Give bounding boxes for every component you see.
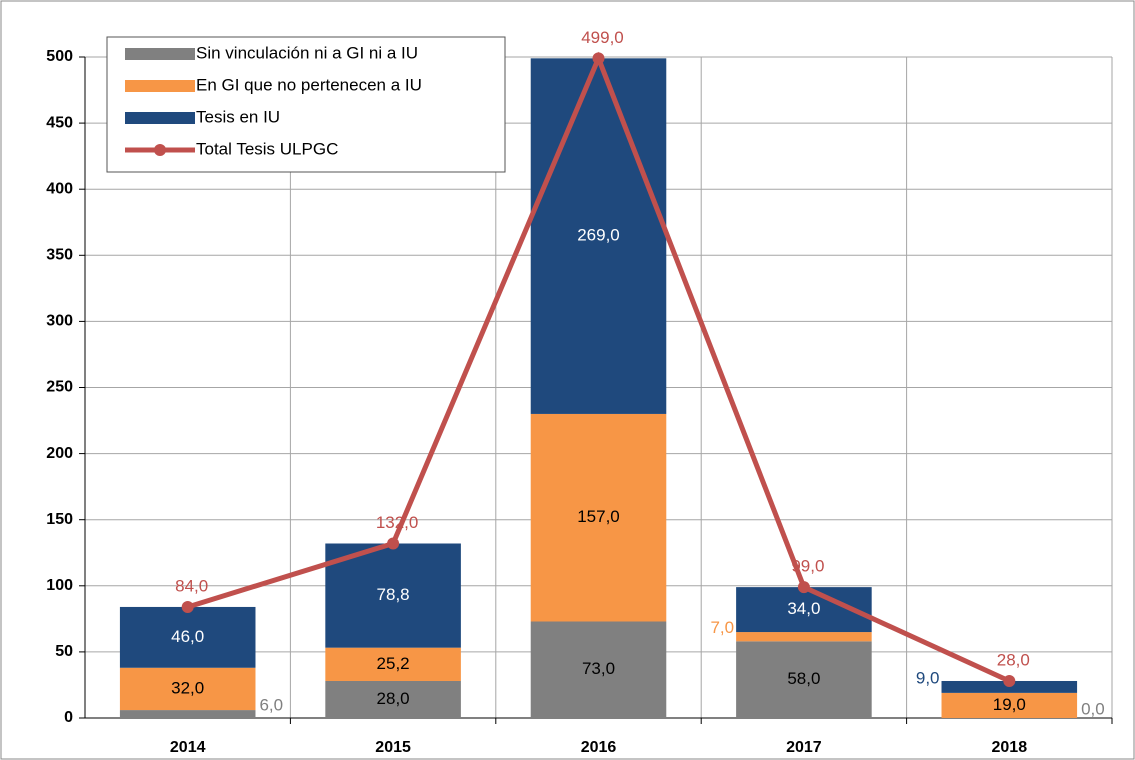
legend-label: Total Tesis ULPGC [196, 139, 338, 158]
data-label: 32,0 [171, 678, 204, 697]
line-marker [181, 600, 194, 613]
bar-segment [325, 543, 461, 648]
data-label: 73,0 [582, 659, 615, 678]
line-marker [1003, 674, 1016, 687]
data-label: 84,0 [175, 576, 208, 595]
bar-segment [530, 621, 667, 718]
data-label: 6,0 [259, 696, 283, 715]
x-tick-label: 2016 [581, 739, 617, 756]
legend-swatch [125, 80, 195, 92]
legend-label: En GI que no pertenecen a IU [196, 75, 422, 94]
y-tick-label: 250 [46, 379, 73, 396]
bar-segment [119, 667, 256, 711]
y-tick-label: 400 [46, 180, 73, 197]
bar-segment [530, 413, 667, 622]
data-label: 46,0 [171, 627, 204, 646]
bar-segment [325, 647, 461, 681]
y-tick-label: 100 [46, 577, 73, 594]
legend-label: Tesis en IU [196, 107, 280, 126]
bar-segment [941, 692, 1078, 718]
data-label: 157,0 [577, 507, 620, 526]
x-tick-label: 2018 [992, 739, 1028, 756]
bar-segment [530, 58, 667, 414]
y-tick-label: 350 [46, 247, 73, 264]
x-tick-label: 2014 [170, 739, 206, 756]
data-label: 78,8 [377, 585, 410, 604]
x-tick-label: 2017 [786, 739, 822, 756]
data-label: 269,0 [577, 226, 620, 245]
y-tick-label: 300 [46, 313, 73, 330]
y-tick-label: 200 [46, 445, 73, 462]
line-marker [592, 52, 605, 65]
data-label: 19,0 [993, 695, 1026, 714]
data-label: 9,0 [916, 668, 940, 687]
data-label: 99,0 [791, 557, 824, 576]
line-marker [797, 581, 810, 594]
data-label: 58,0 [787, 669, 820, 688]
legend-label: Sin vinculación ni a GI ni a IU [196, 43, 418, 62]
data-label: 0,0 [1081, 699, 1105, 718]
bar-segment [325, 680, 461, 718]
x-tick-label: 2015 [375, 739, 411, 756]
data-label: 7,0 [710, 618, 734, 637]
y-tick-label: 0 [64, 709, 73, 726]
y-tick-label: 150 [46, 511, 73, 528]
data-label: 28,0 [377, 689, 410, 708]
bar-segment [736, 641, 872, 718]
data-label: 499,0 [581, 28, 624, 47]
y-tick-label: 450 [46, 114, 73, 131]
bar-segment [736, 632, 872, 642]
data-label: 25,2 [377, 654, 410, 673]
bar-segment [119, 606, 256, 668]
legend-swatch [125, 112, 195, 124]
line-marker [387, 537, 400, 550]
data-label: 34,0 [787, 599, 820, 618]
bar-segment [119, 710, 256, 718]
y-tick-label: 500 [46, 48, 73, 65]
legend-swatch [125, 48, 195, 60]
data-label: 28,0 [997, 650, 1030, 669]
data-label: 132,0 [376, 513, 419, 532]
legend-marker [154, 144, 166, 156]
y-tick-label: 50 [55, 643, 73, 660]
